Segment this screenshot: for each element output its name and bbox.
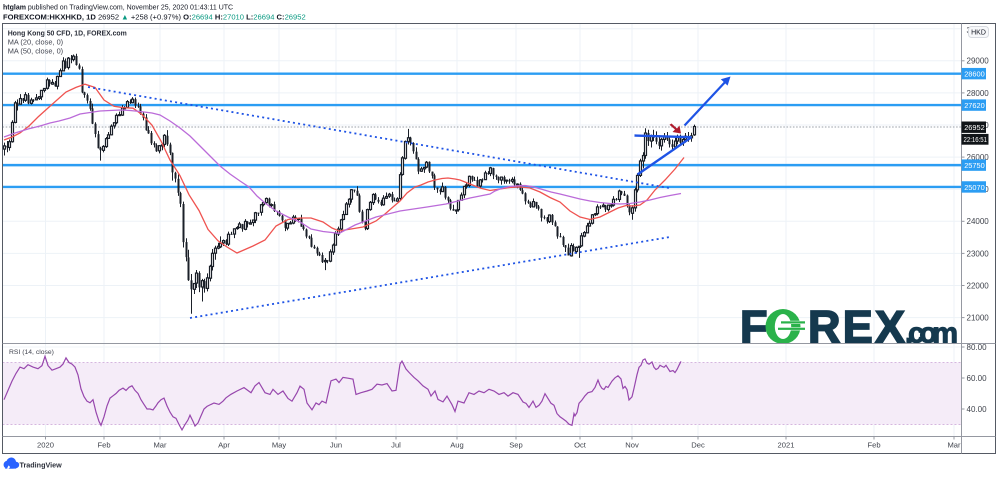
svg-text:.com: .com [905,318,958,350]
svg-text:MA (20, close, 0): MA (20, close, 0) [8,38,63,47]
svg-text:29000: 29000 [967,57,990,66]
svg-text:24000: 24000 [967,217,990,226]
svg-text:Mar: Mar [947,441,961,450]
svg-text:TradingView: TradingView [20,461,63,470]
svg-text:25070: 25070 [964,183,985,192]
svg-text:MA (50, close, 0): MA (50, close, 0) [8,47,63,56]
svg-text:26952: 26952 [964,123,985,132]
svg-text:2020: 2020 [37,441,54,450]
svg-text:22000: 22000 [967,281,990,290]
svg-text:HKD: HKD [971,29,986,36]
svg-text:Sep: Sep [509,441,523,450]
svg-text:22:16:51: 22:16:51 [964,135,988,144]
svg-text:26000: 26000 [967,153,990,162]
svg-text:Dec: Dec [691,441,705,450]
svg-text:60.00: 60.00 [967,374,988,383]
svg-text:2021: 2021 [778,441,795,450]
svg-text:REX: REX [808,302,905,353]
svg-text:RSI (14, close): RSI (14, close) [9,349,54,356]
svg-text:Mar: Mar [153,441,167,450]
svg-text:27620: 27620 [964,101,985,110]
svg-text:40.00: 40.00 [967,405,988,414]
svg-text:FOREXCOM:HKXHKD, 1D 26952 ▲ +: FOREXCOM:HKXHKD, 1D 26952 ▲ +258 (+0.97%… [3,12,306,21]
svg-text:80.00: 80.00 [967,343,988,352]
svg-text:28000: 28000 [967,89,990,98]
svg-text:Jul: Jul [391,441,401,450]
svg-text:Hong Kong 50 CFD, 1D, FOREX.co: Hong Kong 50 CFD, 1D, FOREX.com [8,31,127,38]
svg-text:28600: 28600 [964,69,985,78]
svg-text:Feb: Feb [867,441,880,450]
svg-text:May: May [272,441,287,450]
svg-text:Oct: Oct [574,441,587,450]
svg-text:Nov: Nov [625,441,639,450]
svg-text:Apr: Apr [218,441,230,450]
svg-text:F: F [740,302,768,353]
svg-text:htglam published on TradingVie: htglam published on TradingView.com, Nov… [3,4,233,11]
svg-text:Jun: Jun [330,441,342,450]
svg-text:25750: 25750 [964,161,985,170]
svg-text:Aug: Aug [450,441,464,450]
svg-text:21000: 21000 [967,314,990,323]
svg-text:23000: 23000 [967,249,990,258]
svg-text:Feb: Feb [97,441,110,450]
